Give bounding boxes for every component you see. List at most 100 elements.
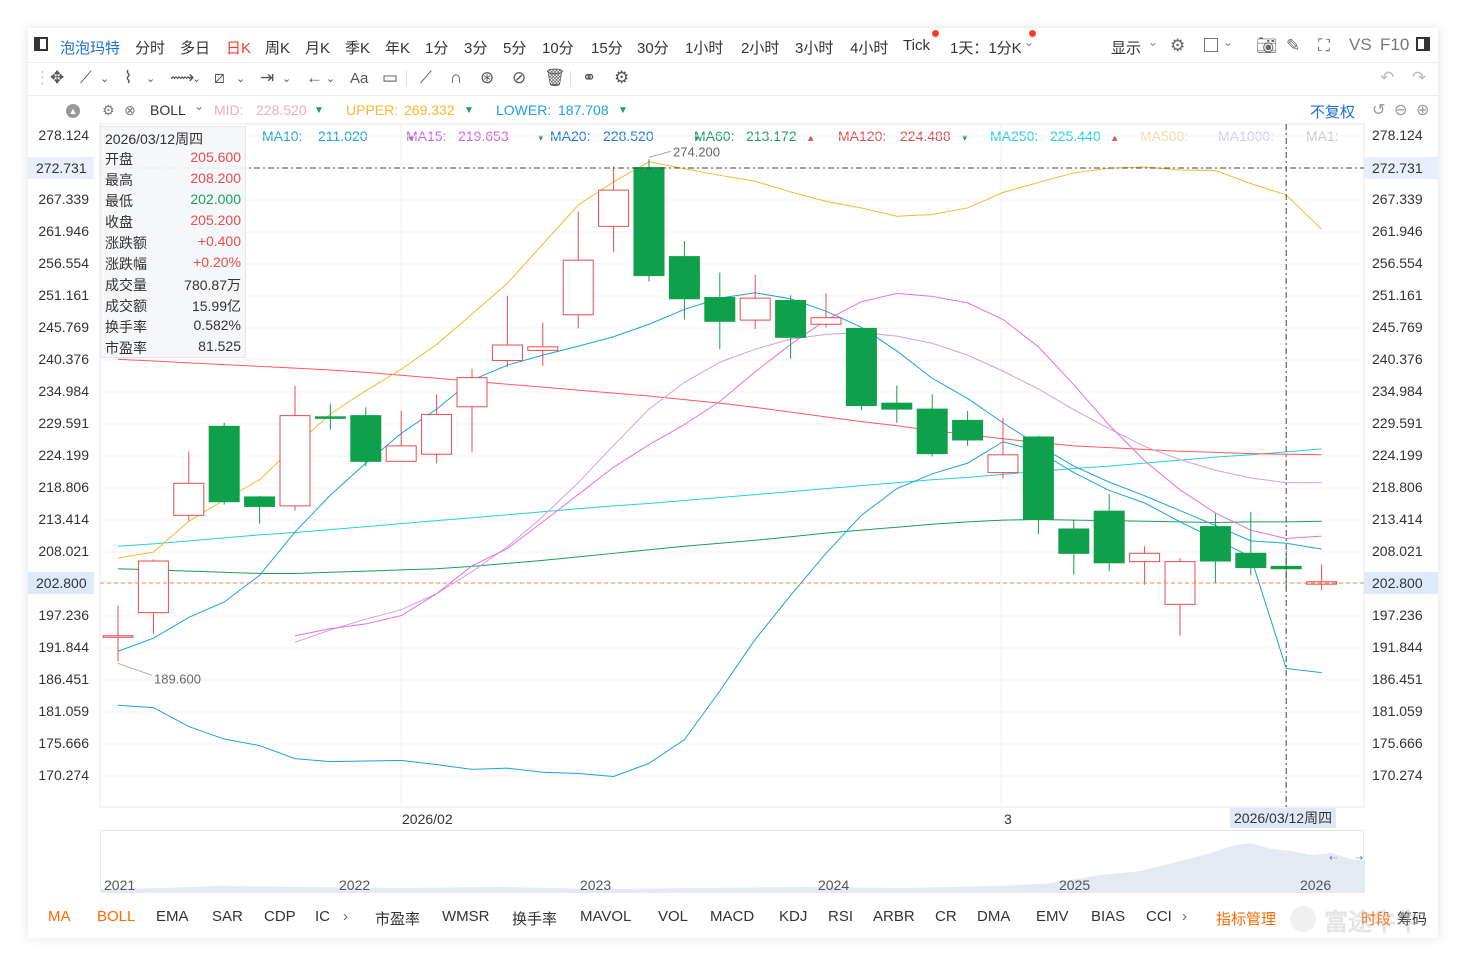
overview-navigator[interactable]: ⇠ ⇢ bbox=[100, 830, 1365, 893]
candle[interactable] bbox=[456, 368, 488, 453]
sub-indicator-tab[interactable]: 市盈率 bbox=[375, 911, 421, 928]
caret-down-icon[interactable]: ▼ bbox=[464, 105, 474, 116]
indicator-tab[interactable]: CDP bbox=[264, 908, 296, 925]
timeframe-tab[interactable]: Tick bbox=[903, 37, 930, 54]
candle[interactable] bbox=[668, 241, 700, 320]
sub-indicator-tab[interactable]: 换手率 bbox=[512, 911, 558, 928]
pencil-icon[interactable]: ✎ bbox=[1286, 36, 1301, 55]
chevron-down-icon[interactable]: ⌄ bbox=[192, 73, 202, 85]
sub-indicator-tab[interactable]: WMSR bbox=[442, 908, 490, 925]
candle[interactable] bbox=[173, 451, 205, 521]
sub-indicator-tab[interactable]: MAVOL bbox=[580, 908, 632, 925]
chips-button[interactable]: 筹码 bbox=[1397, 911, 1428, 928]
drag-handle-icon[interactable]: ⋮ bbox=[34, 68, 51, 87]
tabs-scroll-right-icon[interactable]: › bbox=[1182, 908, 1187, 925]
adjust-type-button[interactable]: 不复权 bbox=[1310, 104, 1356, 121]
candle[interactable] bbox=[350, 407, 382, 467]
candle[interactable] bbox=[1022, 435, 1054, 535]
vs-compare-button[interactable]: VS bbox=[1349, 35, 1372, 54]
overview-handle-icon[interactable]: ⇠ bbox=[1329, 853, 1338, 864]
chevron-down-icon[interactable]: ⌄ bbox=[1024, 35, 1035, 49]
timeframe-tab[interactable]: 周K bbox=[265, 40, 291, 57]
candle[interactable] bbox=[1093, 493, 1125, 572]
candle[interactable] bbox=[633, 159, 665, 282]
candle[interactable] bbox=[1164, 558, 1196, 636]
sub-indicator-tab[interactable]: RSI bbox=[828, 908, 854, 925]
timeframe-tab[interactable]: 分时 bbox=[135, 40, 166, 57]
candle[interactable] bbox=[208, 422, 240, 505]
timeframe-tab[interactable]: 1分 bbox=[425, 40, 449, 57]
undo-icon[interactable]: ↶ bbox=[1380, 68, 1395, 87]
trash-icon[interactable]: 🗑︎ bbox=[544, 68, 566, 87]
hide-icon[interactable]: ⊘ bbox=[512, 68, 527, 87]
magnet-icon[interactable]: ∩ bbox=[450, 68, 463, 87]
timeframe-tab[interactable]: 多日 bbox=[180, 40, 211, 57]
candle[interactable] bbox=[421, 394, 453, 464]
candle[interactable] bbox=[952, 410, 984, 446]
kline-chart[interactable]: 274.200 189.600 bbox=[28, 28, 1438, 938]
sub-indicator-tab[interactable]: CR bbox=[935, 908, 957, 925]
timeframe-tab[interactable]: 4小时 bbox=[850, 40, 889, 57]
sub-indicator-tab[interactable]: EMV bbox=[1036, 908, 1069, 925]
caret-down-icon[interactable]: ▼ bbox=[314, 105, 324, 116]
candle[interactable] bbox=[916, 394, 948, 457]
indicator-tab[interactable]: MA bbox=[48, 908, 71, 925]
line-segment-icon[interactable]: ⟋ bbox=[80, 68, 92, 87]
caret-down-icon[interactable]: ▼ bbox=[618, 105, 628, 116]
indicator-close-icon[interactable]: ⊗ bbox=[124, 102, 136, 118]
sub-indicator-tab[interactable]: CCI bbox=[1146, 908, 1172, 925]
sub-indicator-tab[interactable]: ARBR bbox=[873, 908, 915, 925]
indicator-settings-icon[interactable]: ⚙ bbox=[102, 102, 115, 118]
layout-square-icon[interactable] bbox=[1204, 38, 1218, 52]
candle[interactable] bbox=[137, 559, 169, 635]
zoom-in-icon[interactable]: ⊕ bbox=[1416, 102, 1430, 119]
chevron-down-icon[interactable]: ⌄ bbox=[236, 73, 246, 85]
wave-line-icon[interactable]: ⟿ bbox=[170, 68, 195, 87]
candle[interactable] bbox=[1306, 564, 1338, 591]
link-icon[interactable]: ⚭ bbox=[582, 68, 597, 87]
stock-name[interactable]: 泡泡玛特 bbox=[60, 40, 121, 57]
timeframe-tab[interactable]: 季K bbox=[345, 40, 371, 57]
candle[interactable] bbox=[739, 275, 771, 330]
sub-indicator-tab[interactable]: VOL bbox=[658, 908, 689, 925]
candle[interactable] bbox=[704, 272, 736, 350]
chevron-down-icon[interactable]: ⌄ bbox=[100, 73, 110, 85]
crosshair-move-icon[interactable]: ✥ bbox=[50, 68, 65, 87]
timeframe-tab[interactable]: 30分 bbox=[637, 40, 669, 57]
timeframe-tab[interactable]: 15分 bbox=[591, 40, 623, 57]
candle[interactable] bbox=[881, 385, 913, 423]
timeframe-tab[interactable]: 1小时 bbox=[685, 40, 724, 57]
period-button[interactable]: 时段 bbox=[1361, 911, 1392, 928]
candle[interactable] bbox=[491, 295, 523, 367]
visibility-icon[interactable]: ⊛ bbox=[480, 68, 495, 87]
candle[interactable] bbox=[527, 322, 559, 366]
timeframe-tab[interactable]: 10分 bbox=[542, 40, 574, 57]
timeframe-tab[interactable]: 2小时 bbox=[741, 40, 780, 57]
settings-gear-icon[interactable]: ⚙ bbox=[1170, 36, 1186, 55]
chevron-down-icon[interactable]: ⌄ bbox=[146, 73, 156, 85]
chevron-down-icon[interactable]: ⌄ bbox=[1223, 35, 1234, 49]
range-measure-icon[interactable]: ⇥ bbox=[260, 68, 275, 87]
candle[interactable] bbox=[775, 295, 807, 359]
polyline-icon[interactable]: ⌇ bbox=[124, 68, 133, 87]
panel-toggle-icon[interactable] bbox=[34, 37, 48, 51]
fullscreen-icon[interactable]: ⛶ bbox=[1318, 36, 1330, 55]
chevron-down-icon[interactable]: ⌄ bbox=[194, 99, 205, 113]
arrow-left-icon[interactable]: ← bbox=[306, 68, 323, 87]
text-tool-icon[interactable]: Aa bbox=[350, 70, 369, 87]
indicator-name[interactable]: BOLL bbox=[150, 102, 186, 118]
candle[interactable] bbox=[1058, 519, 1090, 575]
candle[interactable] bbox=[845, 327, 877, 411]
candle[interactable] bbox=[314, 403, 346, 430]
chevron-down-icon[interactable]: ⌄ bbox=[1148, 35, 1159, 49]
candle[interactable] bbox=[810, 293, 842, 328]
display-menu[interactable]: 显示 bbox=[1111, 40, 1142, 57]
timeframe-tab[interactable]: 月K bbox=[305, 40, 331, 57]
timeframe-tab[interactable]: 日K bbox=[226, 40, 252, 57]
brush-icon[interactable]: ⟋ bbox=[420, 68, 432, 87]
draw-settings-icon[interactable]: ⚙ bbox=[614, 68, 630, 87]
comment-icon[interactable]: ▭ bbox=[382, 68, 399, 87]
tabs-scroll-right-icon[interactable]: › bbox=[343, 908, 348, 925]
candle[interactable] bbox=[385, 410, 417, 462]
candle[interactable] bbox=[1199, 513, 1231, 584]
